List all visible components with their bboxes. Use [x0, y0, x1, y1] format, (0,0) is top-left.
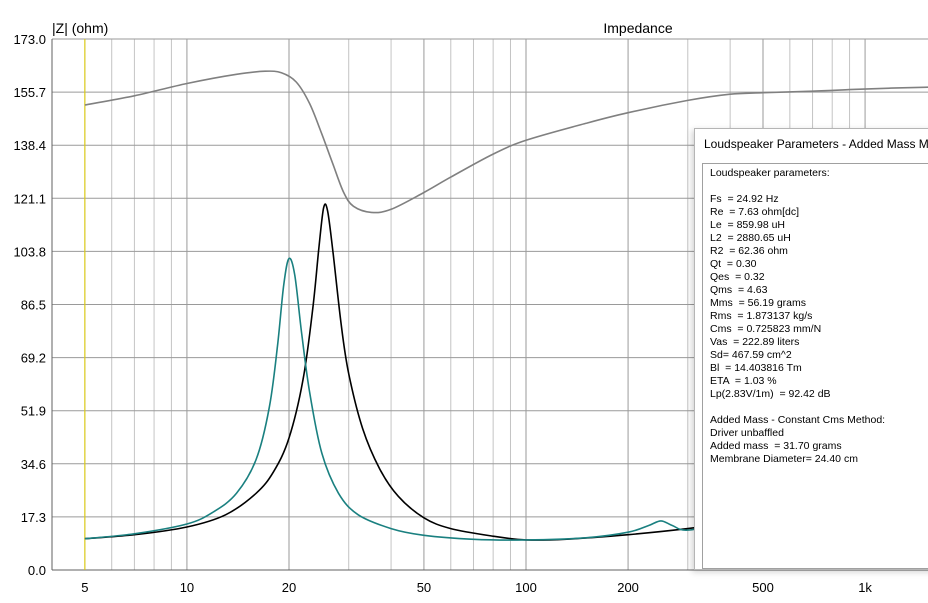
y-tick-label: 138.4: [13, 138, 46, 153]
y-tick-label: 86.5: [21, 298, 46, 313]
y-tick-label: 69.2: [21, 351, 46, 366]
y-tick-label: 103.8: [13, 244, 46, 259]
x-tick-label: 1k: [858, 580, 872, 595]
series-lines: [84, 70, 928, 541]
impedance-curve-1: [84, 70, 928, 214]
x-tick-label: 200: [617, 580, 639, 595]
x-tick-label: 500: [752, 580, 774, 595]
y-axis-label: |Z| (ohm): [52, 20, 108, 36]
x-tick-label: 10: [180, 580, 194, 595]
x-tick-label: 50: [417, 580, 431, 595]
x-tick-label: 100: [515, 580, 537, 595]
parameters-text: Loudspeaker parameters: Fs = 24.92 Hz Re…: [710, 167, 886, 465]
y-tick-labels: 173.0 155.7 138.4 121.1 103.8 86.5 69.2 51.9 34.…: [13, 32, 46, 578]
y-tick-label: 0.0: [28, 563, 46, 578]
y-tick-label: 173.0: [13, 32, 46, 47]
loudspeaker-parameters-dialog[interactable]: Loudspeaker Parameters - Added Mass Meth…: [694, 128, 928, 570]
chart-title: Impedance: [603, 20, 672, 36]
x-tick-label: 5: [81, 580, 88, 595]
impedance-curve-3: [84, 257, 764, 541]
dialog-title[interactable]: Loudspeaker Parameters - Added Mass Meth…: [695, 129, 928, 159]
y-tick-label: 155.7: [13, 85, 46, 100]
y-tick-label: 17.3: [21, 510, 46, 525]
y-tick-label: 51.9: [21, 404, 46, 419]
y-tick-label: 121.1: [13, 191, 46, 206]
y-tick-label: 34.6: [21, 457, 46, 472]
x-tick-label: 20: [282, 580, 296, 595]
parameters-text-area[interactable]: Loudspeaker parameters: Fs = 24.92 Hz Re…: [702, 163, 928, 569]
x-tick-labels: 51020501002005001k2k: [81, 580, 872, 595]
